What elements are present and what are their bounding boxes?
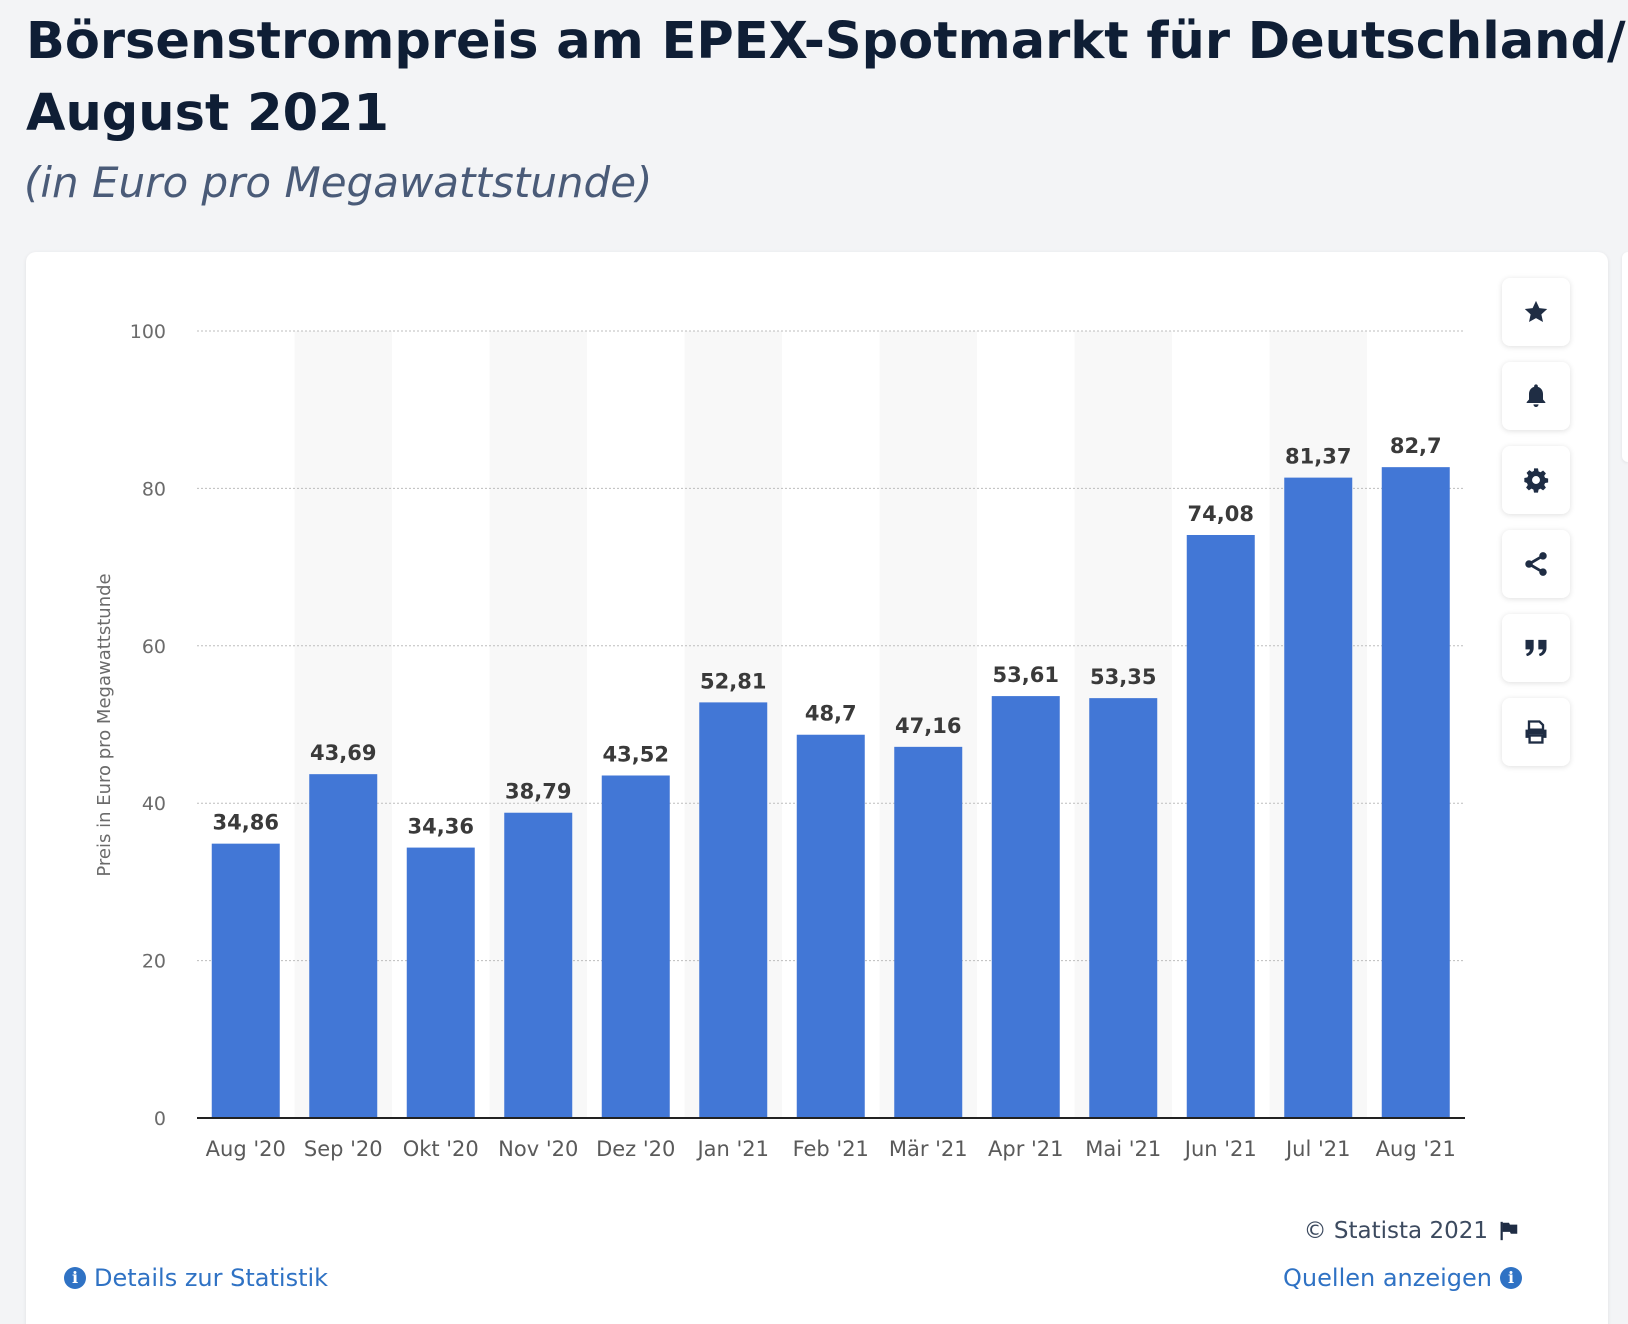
data-label: 34,36 <box>408 815 474 839</box>
data-label: 74,08 <box>1188 502 1254 526</box>
bell-icon <box>1526 384 1546 407</box>
title-line-1: Börsenstrompreis am EPEX-Spotmarkt für D… <box>26 12 1628 71</box>
data-labels: 34,86 43,69 34,36 38,79 43,52 52,81 48,7 47,16 5… <box>213 434 1442 838</box>
bar[interactable] <box>796 734 865 1118</box>
bar[interactable] <box>1089 698 1158 1118</box>
y-tick-label: 80 <box>142 478 166 500</box>
y-axis-label: Preis in Euro pro Megawattstunde <box>94 573 115 876</box>
data-label: 53,61 <box>993 663 1059 687</box>
bar[interactable] <box>211 843 280 1118</box>
data-label: 48,7 <box>805 702 857 726</box>
y-tick-label: 100 <box>130 321 166 343</box>
title-line-2: August 2021 <box>26 84 390 143</box>
flag-icon[interactable] <box>1498 1220 1520 1242</box>
x-tick-label: Jan '21 <box>695 1137 769 1161</box>
info-icon: i <box>1500 1267 1522 1289</box>
copyright-text: © Statista 2021 <box>1303 1218 1488 1244</box>
bar[interactable] <box>406 847 475 1118</box>
x-tick-label: Jul '21 <box>1284 1137 1351 1161</box>
data-label: 52,81 <box>700 669 766 693</box>
data-label: 38,79 <box>505 780 571 804</box>
details-link[interactable]: i Details zur Statistik <box>64 1264 328 1292</box>
page-subtitle: (in Euro pro Megawattstunde) <box>24 158 653 207</box>
bar[interactable] <box>309 774 378 1118</box>
x-tick-label: Mär '21 <box>889 1137 968 1161</box>
notification-button[interactable] <box>1502 362 1570 430</box>
x-tick-label: Feb '21 <box>793 1137 869 1161</box>
bar[interactable] <box>991 696 1060 1118</box>
x-tick-label: Dez '20 <box>596 1137 675 1161</box>
data-label: 43,52 <box>603 742 669 766</box>
x-tick-label: Okt '20 <box>403 1137 479 1161</box>
sources-link-text[interactable]: Quellen anzeigen <box>1283 1264 1492 1292</box>
bar[interactable] <box>1284 477 1353 1118</box>
y-tick-label: 20 <box>142 951 166 973</box>
x-tick-label: Apr '21 <box>988 1137 1064 1161</box>
data-label: 43,69 <box>310 741 376 765</box>
share-button[interactable] <box>1502 530 1570 598</box>
x-tick-label: Nov '20 <box>498 1137 578 1161</box>
sources-link[interactable]: Quellen anzeigen i <box>1283 1264 1522 1292</box>
x-tick-label: Jun '21 <box>1183 1137 1257 1161</box>
print-icon <box>1525 720 1547 744</box>
quote-icon <box>1525 639 1547 657</box>
favorite-button[interactable] <box>1502 278 1570 346</box>
bar[interactable] <box>1381 467 1450 1118</box>
data-label: 81,37 <box>1285 445 1351 469</box>
gear-icon <box>1524 468 1549 493</box>
print-button[interactable] <box>1502 698 1570 766</box>
y-tick-labels: 0 20 40 60 80 100 <box>130 321 166 1130</box>
data-label: 53,35 <box>1090 665 1156 689</box>
star-icon <box>1524 300 1548 323</box>
x-tick-label: Aug '20 <box>206 1137 286 1161</box>
info-icon: i <box>64 1267 86 1289</box>
bar[interactable] <box>699 702 768 1118</box>
bar[interactable] <box>504 812 573 1118</box>
y-tick-label: 40 <box>142 793 166 815</box>
settings-button[interactable] <box>1502 446 1570 514</box>
data-label: 34,86 <box>213 811 279 835</box>
page-title: Börsenstrompreis am EPEX-Spotmarkt für D… <box>26 6 1628 150</box>
bar[interactable] <box>894 746 963 1118</box>
bar[interactable] <box>1186 534 1255 1118</box>
copyright-notice: © Statista 2021 <box>1304 1218 1520 1244</box>
x-tick-label: Aug '21 <box>1376 1137 1456 1161</box>
bars <box>211 467 1450 1118</box>
side-panel-edge <box>1622 252 1628 462</box>
bar[interactable] <box>601 775 670 1118</box>
data-label: 82,7 <box>1390 434 1442 458</box>
x-tick-label: Mai '21 <box>1085 1137 1161 1161</box>
y-tick-label: 0 <box>154 1108 166 1130</box>
x-tick-labels: Aug '20 Sep '20 Okt '20 Nov '20 Dez '20 Jan '… <box>206 1137 1456 1161</box>
cite-button[interactable] <box>1502 614 1570 682</box>
details-link-text[interactable]: Details zur Statistik <box>94 1264 329 1292</box>
x-tick-label: Sep '20 <box>304 1137 383 1161</box>
y-tick-label: 60 <box>142 636 166 658</box>
share-icon <box>1525 552 1547 576</box>
data-label: 47,16 <box>895 714 961 738</box>
